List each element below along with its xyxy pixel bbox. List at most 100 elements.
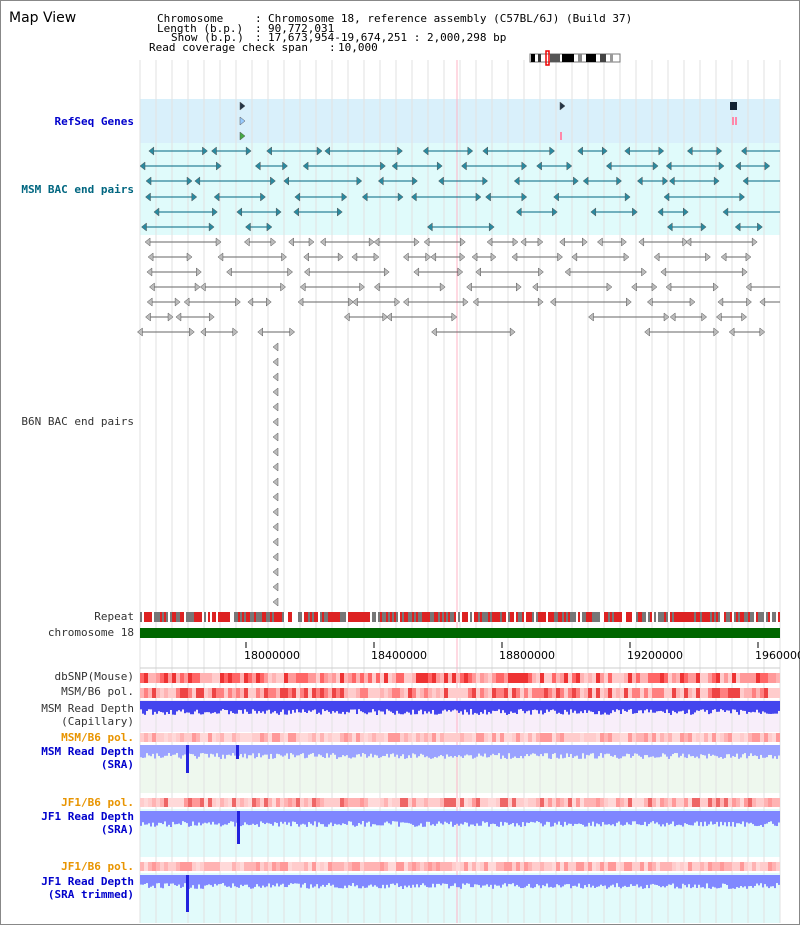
repeat-segment — [666, 612, 668, 622]
jf1-depth-sra-bar — [432, 811, 434, 825]
track-label-msm-bac[interactable]: MSM BAC end pairs — [21, 183, 134, 196]
track-label-refseq[interactable]: RefSeq Genes — [54, 115, 134, 128]
msm-depth-cap-bar — [716, 701, 718, 712]
jf1-depth-sra-bar — [304, 811, 306, 825]
msm-depth-cap-bar — [346, 701, 348, 712]
dbsnp-cell — [164, 673, 168, 683]
jf1-depth-sra-bar — [778, 811, 780, 823]
repeat-segment — [684, 612, 686, 622]
msm-depth-cap-bar — [596, 701, 598, 715]
jf1-depth-sra-bar — [500, 811, 502, 822]
msm-bac-end — [245, 146, 252, 156]
msm-depth-cap-bar — [570, 701, 572, 710]
msm-depth-cap-bar — [646, 701, 648, 710]
msm-b6-pol-sra-cell — [196, 733, 200, 742]
msm-b6-pol-cell — [352, 688, 356, 698]
msm-depth-sra-bar — [204, 745, 206, 754]
dbsnp-cell — [144, 673, 148, 683]
msm-depth-cap-bar — [174, 701, 176, 715]
repeat-segment — [672, 612, 674, 622]
repeat-segment — [302, 612, 304, 622]
jf1-depth-sra-bar — [558, 811, 560, 822]
jf1-depth-trim-bar — [202, 875, 204, 889]
repeat-segment — [748, 612, 750, 622]
jf1-depth-trim-bar — [674, 875, 676, 889]
dbsnp-cell — [324, 673, 328, 683]
track-label-msm-b6-pol-sra[interactable]: MSM/B6 pol. — [61, 731, 134, 744]
track-label-jf1-depth-trim[interactable]: JF1 Read Depth — [41, 875, 134, 888]
msm-bac-end — [293, 207, 299, 217]
msm-depth-cap-bar — [508, 701, 510, 714]
track-label-msm-b6-pol[interactable]: MSM/B6 pol. — [61, 685, 134, 698]
msm-b6-pol-sra-cell — [188, 733, 192, 742]
jf1-depth-sra-bar — [324, 811, 326, 827]
jf1-depth-trim-bar — [648, 875, 650, 889]
jf1-depth-sra-bar — [746, 811, 748, 823]
ideogram-band — [610, 54, 613, 62]
jf1-depth-trim-bar — [432, 875, 434, 884]
track-label-msm-depth-sra[interactable]: MSM Read Depth — [41, 745, 134, 758]
msm-depth-sra-bar — [752, 745, 754, 756]
msm-bac-end — [764, 161, 771, 171]
repeat-segment — [566, 612, 568, 622]
dbsnp-cell — [220, 673, 224, 683]
jf1-b6-pol-cell — [308, 862, 312, 871]
jf1-depth-trim-bar — [288, 875, 290, 885]
msm-depth-sra-bar — [332, 745, 334, 754]
msm-b6-pol-sra-cell — [268, 733, 272, 742]
jf1-depth-trim-bar — [350, 875, 352, 886]
dbsnp-cell — [224, 673, 228, 683]
dbsnp-cell — [388, 673, 392, 683]
msm-b6-pol-sra-cell — [464, 733, 468, 742]
jf1-b6-pol-cell — [360, 798, 364, 807]
jf1-b6-pol-cell — [484, 798, 488, 807]
track-label-jf1-b6-pol-2[interactable]: JF1/B6 pol. — [61, 860, 134, 873]
jf1-depth-trim-bar — [736, 875, 738, 888]
jf1-depth-trim-bar — [706, 875, 708, 884]
repeat-segment — [456, 612, 458, 622]
track-label-jf1-depth-sra-sub: (SRA) — [100, 823, 134, 836]
msm-depth-cap-bar — [376, 701, 378, 715]
track-label-msm-depth-cap[interactable]: MSM Read Depth — [41, 702, 134, 715]
msm-depth-cap-bar — [656, 701, 658, 712]
dbsnp-cell — [420, 673, 424, 683]
repeat-segment — [310, 612, 312, 622]
msm-b6-pol-sra-cell — [640, 733, 644, 742]
msm-depth-cap-bar — [414, 701, 416, 715]
b6n-bac-end — [270, 237, 277, 247]
jf1-depth-trim-bar — [402, 875, 404, 889]
jf1-depth-sra-bar — [722, 811, 724, 826]
jf1-b6-pol-cell — [316, 862, 320, 871]
jf1-depth-sra-bar — [322, 811, 324, 825]
b6n-bac-end — [281, 252, 287, 262]
track-label-jf1-depth-sra[interactable]: JF1 Read Depth — [41, 810, 134, 823]
gene-mark — [239, 101, 246, 111]
jf1-depth-sra-bar — [344, 811, 346, 824]
jf1-b6-pol-cell — [688, 798, 692, 807]
track-label-dbsnp[interactable]: dbSNP(Mouse) — [54, 670, 134, 683]
jf1-depth-sra-bar — [428, 811, 430, 822]
dbsnp-cell — [444, 673, 448, 683]
msm-b6-pol-sra-cell — [248, 733, 252, 742]
jf1-depth-sra-bar — [224, 811, 226, 825]
msm-depth-sra-bar — [660, 745, 662, 757]
repeat-segment — [680, 612, 682, 622]
msm-depth-cap-bar — [140, 701, 142, 710]
msm-depth-cap-bar — [364, 701, 366, 714]
jf1-b6-pol-cell — [296, 798, 300, 807]
track-label-b6n-bac[interactable]: B6N BAC end pairs — [21, 415, 134, 428]
msm-depth-sra-bar — [602, 745, 604, 758]
jf1-depth-sra-bar — [572, 811, 574, 826]
jf1-b6-pol-cell — [168, 862, 172, 871]
msm-depth-sra-bar — [366, 745, 368, 758]
msm-bac-end — [380, 161, 386, 171]
jf1-b6-pol-cell — [332, 798, 336, 807]
msm-bac-end — [266, 146, 272, 156]
dbsnp-cell — [448, 673, 452, 683]
msm-b6-pol-cell — [624, 688, 628, 698]
jf1-depth-sra-bar — [424, 811, 426, 827]
repeat-segment — [484, 612, 486, 622]
track-label-jf1-b6-pol-1[interactable]: JF1/B6 pol. — [61, 796, 134, 809]
msm-depth-cap-bar — [304, 701, 306, 712]
jf1-depth-sra-bar — [386, 811, 388, 822]
